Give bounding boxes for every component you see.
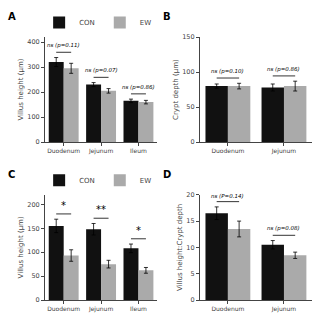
svg-text:200: 200 <box>27 201 39 209</box>
svg-text:Jejunum: Jejunum <box>271 305 297 313</box>
svg-text:Ileum: Ileum <box>130 305 147 312</box>
svg-text:ns (p=0.11): ns (p=0.11) <box>47 42 80 49</box>
svg-text:0: 0 <box>36 138 40 146</box>
svg-text:200: 200 <box>27 88 39 96</box>
svg-text:*: * <box>136 225 141 236</box>
svg-text:Duodenum: Duodenum <box>211 305 244 312</box>
svg-text:ns (P=0.14): ns (P=0.14) <box>211 193 244 199</box>
svg-text:150: 150 <box>27 225 39 233</box>
svg-text:Villus height (μm): Villus height (μm) <box>17 58 25 120</box>
svg-text:Jejunum: Jejunum <box>88 147 114 155</box>
svg-text:CON: CON <box>79 177 95 185</box>
svg-text:CON: CON <box>79 19 95 27</box>
svg-text:Duodenum: Duodenum <box>211 147 244 154</box>
svg-text:300: 300 <box>27 63 39 71</box>
svg-text:10: 10 <box>186 244 194 252</box>
svg-text:D: D <box>163 169 171 180</box>
svg-text:ns (p=0.86): ns (p=0.86) <box>122 84 155 91</box>
svg-text:EW: EW <box>140 177 151 185</box>
svg-text:Ileum: Ileum <box>130 147 147 154</box>
svg-text:**: ** <box>96 204 106 215</box>
svg-text:*: * <box>61 200 66 211</box>
svg-text:100: 100 <box>182 68 194 76</box>
svg-text:EW: EW <box>140 19 151 27</box>
svg-text:20: 20 <box>186 191 194 199</box>
svg-text:0: 0 <box>190 296 194 304</box>
svg-text:Duodenum: Duodenum <box>47 147 80 154</box>
svg-text:Crypt depth (μm): Crypt depth (μm) <box>172 59 180 120</box>
svg-text:C: C <box>8 169 15 180</box>
svg-text:Villus height:Crypt depth: Villus height:Crypt depth <box>176 204 184 291</box>
svg-text:ns (p=0.08): ns (p=0.08) <box>267 225 300 232</box>
svg-text:Villus height (μm): Villus height (μm) <box>17 216 25 278</box>
svg-text:400: 400 <box>27 38 39 46</box>
svg-text:0: 0 <box>36 296 40 304</box>
svg-text:Jejunum: Jejunum <box>88 305 114 313</box>
svg-text:A: A <box>8 11 16 22</box>
svg-text:100: 100 <box>27 113 39 121</box>
svg-text:0: 0 <box>190 138 194 146</box>
svg-text:150: 150 <box>182 33 194 41</box>
svg-text:5: 5 <box>190 270 194 278</box>
svg-text:Jejunum: Jejunum <box>271 147 297 155</box>
svg-text:15: 15 <box>186 217 194 225</box>
svg-text:50: 50 <box>186 103 194 111</box>
svg-text:ns (p=0.10): ns (p=0.10) <box>211 68 244 75</box>
svg-text:B: B <box>163 11 171 22</box>
svg-text:Duodenum: Duodenum <box>47 305 80 312</box>
svg-text:100: 100 <box>27 248 39 256</box>
svg-text:50: 50 <box>31 272 39 280</box>
svg-text:ns (p=0.07): ns (p=0.07) <box>85 67 118 74</box>
svg-text:ns (p=0.86): ns (p=0.86) <box>267 66 300 73</box>
